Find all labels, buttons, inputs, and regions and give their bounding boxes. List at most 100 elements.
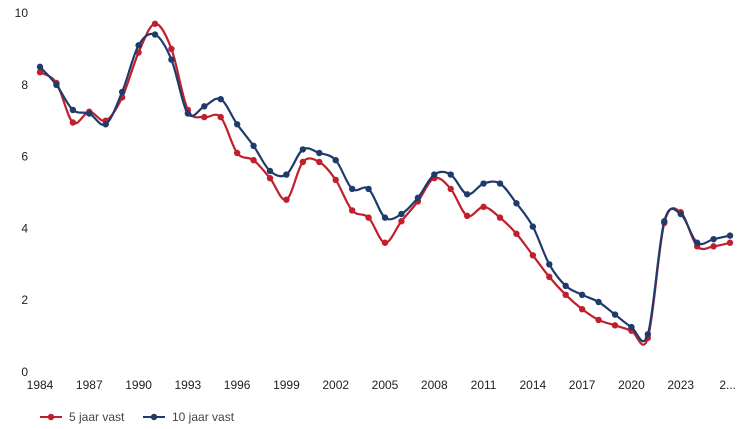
data-point: [677, 210, 684, 218]
data-point: [496, 214, 504, 221]
data-point: [578, 305, 586, 313]
data-point: [168, 45, 175, 53]
data-point: [480, 203, 487, 211]
data-point: [710, 235, 717, 243]
series-5-jaar-vast: [36, 20, 734, 346]
data-point: [496, 180, 504, 187]
data-point: [562, 291, 569, 299]
y-tick-label: 2: [21, 293, 28, 307]
data-point: [529, 252, 537, 259]
x-tick-label: 1984: [27, 378, 54, 392]
x-tick-label: 1987: [76, 378, 103, 392]
legend-marker: [47, 413, 55, 421]
data-point: [283, 171, 290, 178]
data-point: [233, 121, 241, 128]
x-tick-label: 2011: [471, 378, 497, 392]
data-point: [69, 119, 77, 126]
data-point: [595, 298, 602, 306]
data-point: [529, 223, 537, 230]
data-point: [201, 103, 208, 110]
data-point: [217, 95, 224, 103]
data-point: [661, 218, 668, 225]
x-tick-label: 2005: [372, 378, 399, 392]
data-point: [611, 322, 619, 329]
legend-label: 10 jaar vast: [172, 410, 235, 424]
data-point: [546, 273, 553, 281]
data-point: [611, 311, 619, 318]
data-point: [348, 207, 356, 214]
data-point: [299, 146, 307, 153]
data-point: [266, 167, 274, 175]
data-point: [151, 31, 159, 38]
x-axis-ticks: 1984 1987 1990 1993 1996 1999 2002 2005 2008 2011…: [27, 378, 736, 392]
data-point: [102, 121, 109, 128]
data-point: [398, 210, 405, 218]
x-tick-label: 1996: [224, 378, 251, 392]
data-point: [726, 232, 734, 239]
y-tick-label: 4: [21, 221, 28, 235]
legend-item: 10 jaar vast: [143, 410, 235, 424]
x-tick-label: 2014: [520, 378, 547, 392]
legend: 5 jaar vast 10 jaar vast: [40, 410, 235, 424]
data-point: [414, 194, 422, 202]
data-point: [201, 113, 208, 121]
data-point: [332, 176, 339, 184]
x-tick-label: 2...: [719, 378, 736, 392]
data-point: [463, 212, 471, 220]
series-10-jaar-vast: [36, 31, 734, 343]
data-point: [365, 214, 372, 221]
x-tick-label: 1990: [125, 378, 152, 392]
data-point: [381, 239, 389, 246]
data-point: [36, 69, 44, 76]
data-point: [151, 20, 159, 27]
y-tick-label: 6: [21, 150, 28, 164]
y-tick-label: 8: [21, 78, 28, 92]
data-point: [562, 282, 569, 290]
data-point: [250, 156, 257, 164]
x-tick-label: 2002: [322, 378, 349, 392]
data-point: [299, 158, 307, 166]
data-point: [726, 239, 734, 246]
series-line: [38, 22, 732, 346]
data-point: [36, 63, 44, 71]
data-point: [513, 230, 520, 237]
data-point: [316, 149, 323, 157]
series-layer: [36, 20, 734, 346]
data-point: [693, 239, 701, 246]
data-point: [184, 110, 192, 117]
data-point: [365, 185, 372, 193]
data-point: [332, 156, 339, 164]
y-tick-label: 10: [15, 6, 29, 20]
data-point: [447, 171, 454, 178]
data-point: [595, 316, 602, 324]
data-point: [546, 261, 553, 268]
x-tick-label: 2017: [569, 378, 596, 392]
data-point: [53, 81, 60, 89]
data-point: [398, 218, 405, 225]
data-point: [480, 180, 487, 187]
legend-marker: [150, 413, 158, 421]
data-point: [710, 243, 717, 250]
y-tick-label: 0: [21, 365, 28, 379]
legend-item: 5 jaar vast: [40, 410, 125, 424]
data-point: [578, 291, 586, 299]
data-point: [86, 110, 93, 117]
data-point: [118, 88, 126, 96]
data-point: [463, 191, 471, 198]
data-point: [250, 142, 257, 150]
data-point: [233, 149, 241, 157]
legend-label: 5 jaar vast: [69, 410, 125, 424]
x-tick-label: 2008: [421, 378, 448, 392]
data-point: [628, 323, 635, 331]
data-point: [69, 106, 77, 114]
data-point: [431, 171, 438, 178]
y-axis-ticks: 0 2 4 6 8 10: [15, 6, 29, 379]
data-point: [447, 185, 454, 193]
data-point: [168, 56, 175, 63]
x-tick-label: 1993: [175, 378, 202, 392]
data-point: [316, 158, 323, 166]
data-point: [283, 196, 290, 203]
data-point: [348, 185, 356, 193]
series-line: [38, 32, 732, 343]
